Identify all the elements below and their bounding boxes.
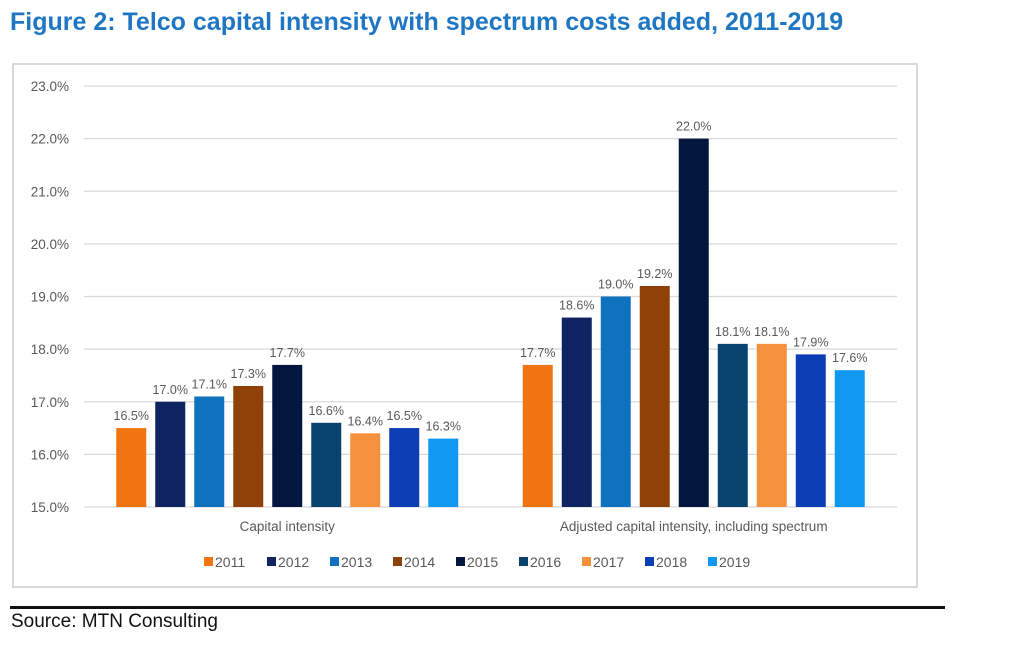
bar-2017-capital-intensity xyxy=(350,433,381,507)
bar-2014-adjusted xyxy=(639,285,670,507)
bar-2012-adjusted xyxy=(561,317,592,507)
legend-swatch xyxy=(456,557,465,566)
source-note: Source: MTN Consulting xyxy=(11,611,218,632)
data-label: 18.1% xyxy=(754,325,789,339)
legend-swatch xyxy=(519,557,528,566)
bar-2013-capital-intensity xyxy=(194,396,225,507)
legend-item-2015: 2015 xyxy=(456,554,498,570)
bar-2015-capital-intensity xyxy=(272,364,303,507)
y-tick-label: 18.0% xyxy=(31,342,69,357)
legend-label: 2018 xyxy=(656,554,687,570)
y-tick-label: 22.0% xyxy=(31,132,69,147)
legend-label: 2016 xyxy=(530,554,561,570)
y-tick-label: 21.0% xyxy=(31,184,69,199)
data-label: 16.3% xyxy=(426,420,461,434)
legend-item-2012: 2012 xyxy=(267,554,309,570)
legend-swatch xyxy=(204,557,213,566)
legend-swatch xyxy=(645,557,654,566)
data-label: 16.5% xyxy=(114,409,149,423)
data-label: 16.6% xyxy=(309,404,344,418)
data-label: 17.3% xyxy=(231,367,266,381)
bar-2012-capital-intensity xyxy=(155,401,186,507)
legend-label: 2013 xyxy=(341,554,372,570)
y-tick-label: 15.0% xyxy=(31,500,69,515)
y-tick-label: 16.0% xyxy=(31,447,69,462)
data-label: 19.0% xyxy=(598,278,633,292)
legend: 2011 2012 2013 2014 2015 2016 2017 2018 2019 xyxy=(204,554,750,570)
y-tick-label: 20.0% xyxy=(31,237,69,252)
data-label: 19.2% xyxy=(637,267,672,281)
bar-2019-adjusted xyxy=(834,370,865,507)
bar-2015-adjusted xyxy=(678,138,709,507)
legend-item-2013: 2013 xyxy=(330,554,372,570)
data-labels: 16.5% 17.0% 17.1% 17.3% 17.7% 16.6% 16.4% 16.5%… xyxy=(114,120,868,434)
data-label: 16.4% xyxy=(348,414,383,428)
legend-label: 2014 xyxy=(404,554,435,570)
legend-swatch xyxy=(582,557,591,566)
bar-2013-adjusted xyxy=(600,296,631,507)
legend-swatch xyxy=(267,557,276,566)
legend-item-2014: 2014 xyxy=(393,554,435,570)
y-tick-label: 23.0% xyxy=(31,79,69,94)
bar-2016-capital-intensity xyxy=(311,422,342,507)
bar-2011-capital-intensity xyxy=(116,428,147,507)
bar-2018-capital-intensity xyxy=(389,428,420,507)
data-label: 17.1% xyxy=(192,377,227,391)
legend-item-2019: 2019 xyxy=(708,554,750,570)
figure-title: Figure 2: Telco capital intensity with s… xyxy=(10,8,844,36)
legend-label: 2017 xyxy=(593,554,624,570)
x-category-label: Adjusted capital intensity, including sp… xyxy=(560,519,828,534)
bars xyxy=(116,138,865,507)
x-category-label: Capital intensity xyxy=(240,519,336,534)
bar-2016-adjusted xyxy=(717,343,748,507)
data-label: 22.0% xyxy=(676,120,711,134)
y-axis-ticks: 15.0% 16.0% 17.0% 18.0% 19.0% 20.0% 21.0% 22.0%… xyxy=(31,79,69,515)
bar-2018-adjusted xyxy=(795,354,826,507)
legend-swatch xyxy=(330,557,339,566)
bar-2019-capital-intensity xyxy=(428,438,459,507)
bar-2014-capital-intensity xyxy=(233,385,264,507)
x-axis-categories: Capital intensity Adjusted capital intens… xyxy=(240,519,828,534)
legend-swatch xyxy=(393,557,402,566)
data-label: 16.5% xyxy=(387,409,422,423)
legend-label: 2011 xyxy=(215,554,245,570)
legend-label: 2015 xyxy=(467,554,498,570)
data-label: 17.7% xyxy=(270,346,305,360)
legend-item-2016: 2016 xyxy=(519,554,561,570)
data-label: 17.0% xyxy=(153,383,188,397)
data-label: 18.1% xyxy=(715,325,750,339)
legend-item-2018: 2018 xyxy=(645,554,687,570)
legend-label: 2019 xyxy=(719,554,750,570)
bar-2017-adjusted xyxy=(756,343,787,507)
bar-2011-adjusted xyxy=(522,364,553,507)
legend-swatch xyxy=(708,557,717,566)
data-label: 17.7% xyxy=(520,346,555,360)
data-label: 17.9% xyxy=(793,335,828,349)
legend-label: 2012 xyxy=(278,554,309,570)
legend-item-2011: 2011 xyxy=(204,554,245,570)
y-tick-label: 19.0% xyxy=(31,290,69,305)
y-tick-label: 17.0% xyxy=(31,395,69,410)
data-label: 17.6% xyxy=(832,351,867,365)
source-divider xyxy=(10,606,945,609)
data-label: 18.6% xyxy=(559,299,594,313)
legend-item-2017: 2017 xyxy=(582,554,624,570)
